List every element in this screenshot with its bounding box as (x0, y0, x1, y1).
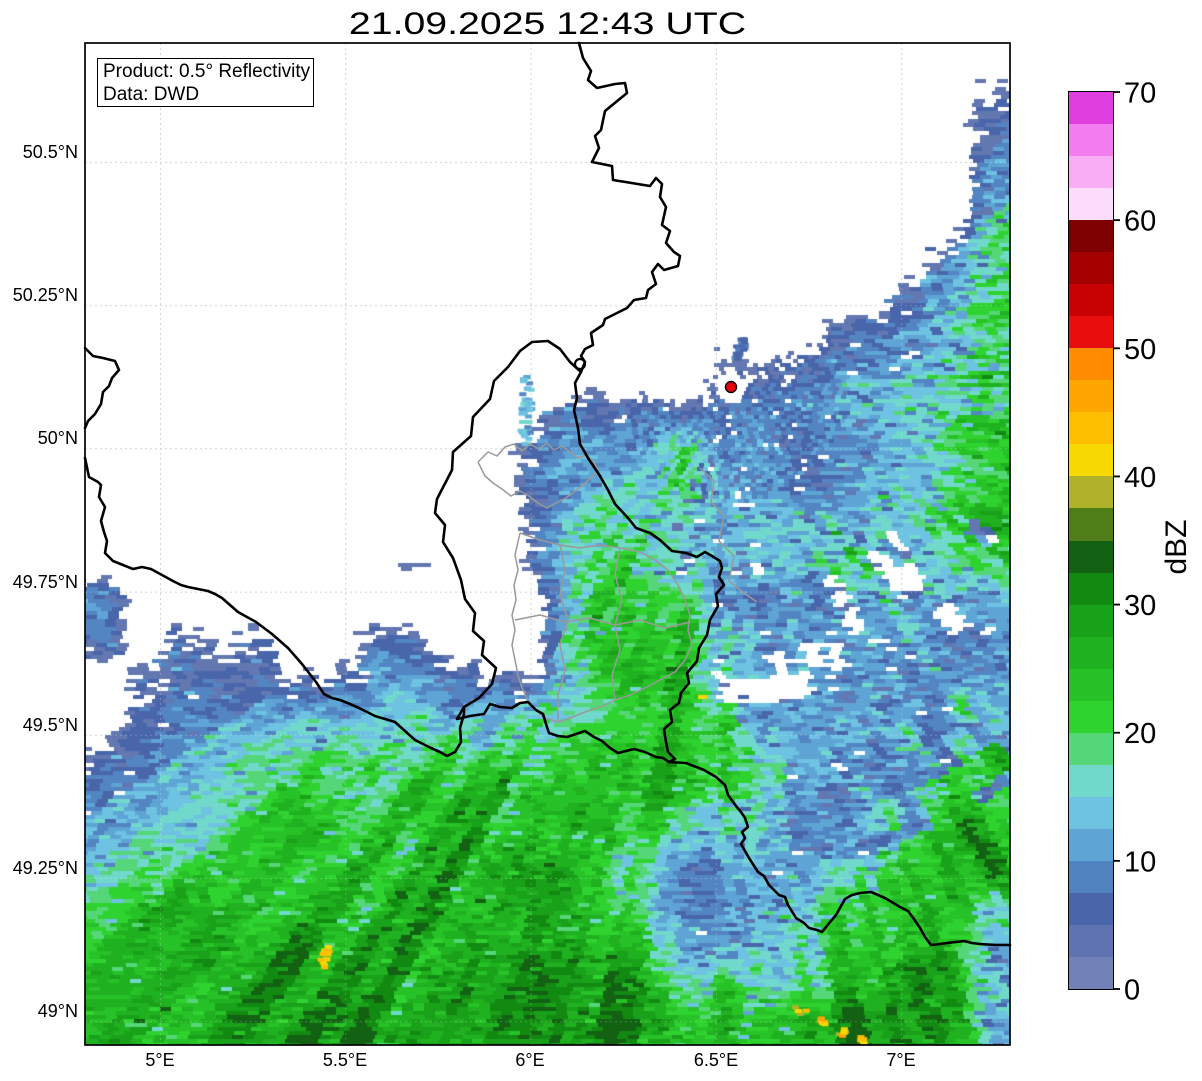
svg-text:20: 20 (1124, 718, 1156, 750)
svg-text:60: 60 (1124, 206, 1156, 238)
svg-text:70: 70 (1124, 78, 1156, 110)
svg-text:40: 40 (1124, 462, 1156, 494)
svg-text:50: 50 (1124, 334, 1156, 366)
svg-text:30: 30 (1124, 590, 1156, 622)
svg-text:10: 10 (1124, 846, 1156, 878)
svg-text:0: 0 (1124, 975, 1140, 1007)
